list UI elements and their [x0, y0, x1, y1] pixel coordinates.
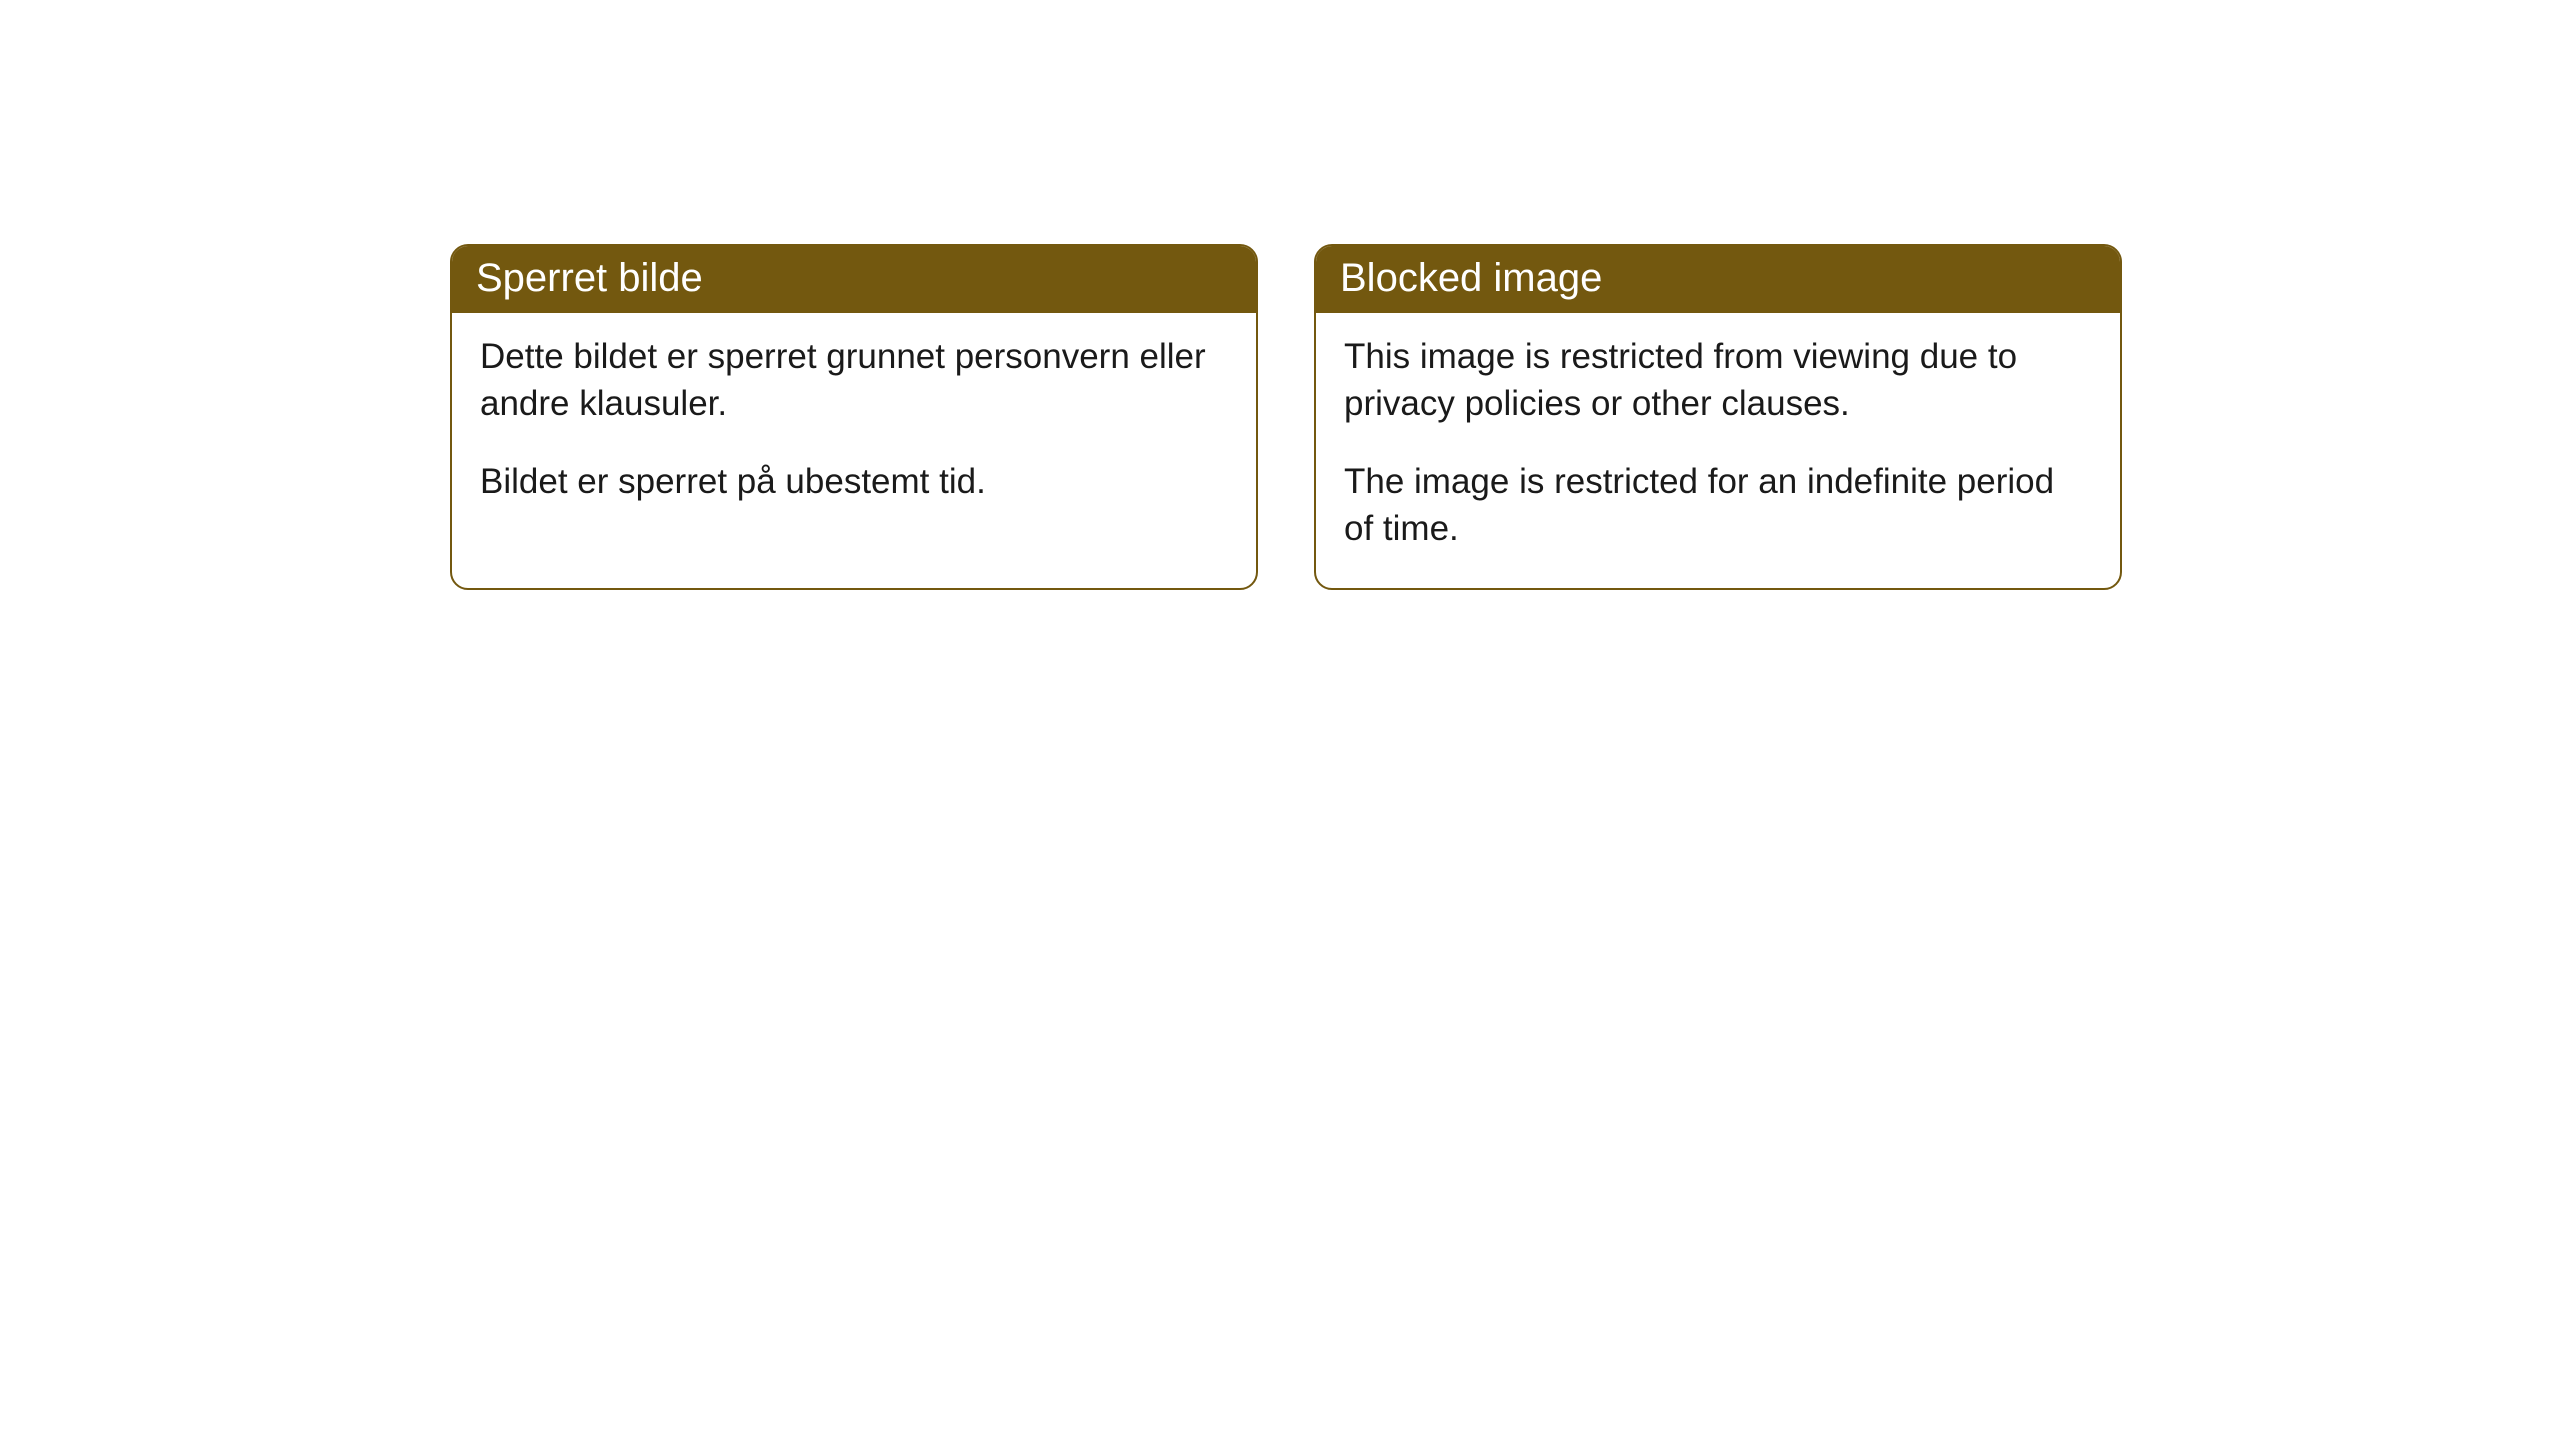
card-title: Blocked image	[1340, 256, 1602, 300]
blocked-image-card-english: Blocked image This image is restricted f…	[1314, 244, 2122, 590]
notice-cards-container: Sperret bilde Dette bildet er sperret gr…	[0, 0, 2560, 590]
card-paragraph-2: The image is restricted for an indefinit…	[1344, 458, 2092, 553]
card-header: Sperret bilde	[452, 246, 1256, 313]
card-header: Blocked image	[1316, 246, 2120, 313]
card-body: This image is restricted from viewing du…	[1316, 313, 2120, 588]
card-paragraph-1: This image is restricted from viewing du…	[1344, 333, 2092, 428]
card-paragraph-1: Dette bildet er sperret grunnet personve…	[480, 333, 1228, 428]
card-paragraph-2: Bildet er sperret på ubestemt tid.	[480, 458, 1228, 505]
blocked-image-card-norwegian: Sperret bilde Dette bildet er sperret gr…	[450, 244, 1258, 590]
card-title: Sperret bilde	[476, 256, 703, 300]
card-body: Dette bildet er sperret grunnet personve…	[452, 313, 1256, 541]
